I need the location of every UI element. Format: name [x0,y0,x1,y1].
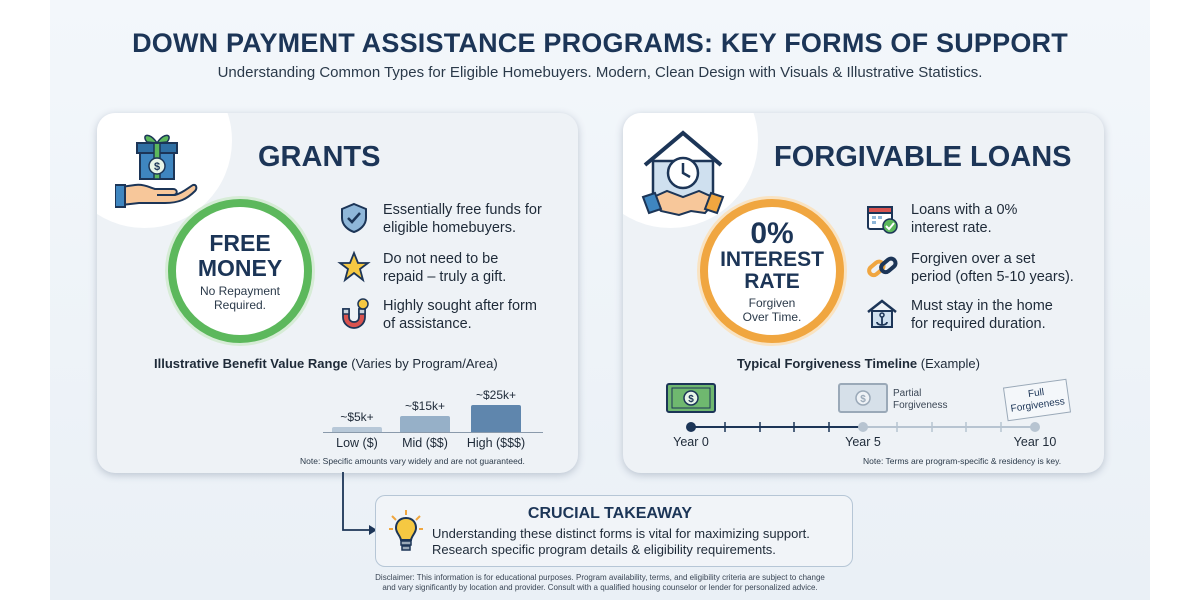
loans-bullet-1-line-1: Loans with a 0% [911,202,1018,218]
grants-bullet-2-line-2: repaid – truly a gift. [383,269,507,285]
badge-sub-1: Forgiven [748,295,796,310]
loans-bullet-2: Forgiven over a set period (often 5-10 y… [865,250,1074,286]
loans-bullet-1: Loans with a 0% interest rate. [865,201,1017,237]
takeaway-text: Understanding these distinct forms is vi… [432,526,810,558]
page-subtitle: Understanding Common Types for Eligible … [217,64,983,81]
benefit-bar-chart: ~$5k+ Low ($) ~$15k+ Mid ($$) ~$25k+ High ($$… [97,113,578,473]
house-clock-handshake-icon [641,130,725,217]
badge-rate: RATE [744,269,800,293]
connector-arrow [342,472,377,535]
loans-bullet-3-line-1: Must stay in the home [911,298,1053,314]
bar-2 [471,405,521,432]
takeaway-line-2: Research specific program details & elig… [432,542,776,557]
bar-value-label-1: ~$15k+ [404,398,446,413]
takeaway-line-1: Understanding these distinct forms is vi… [432,526,810,541]
bar-0 [332,426,382,432]
loans-bullet-3: Must stay in the home for required durat… [865,297,1053,333]
chart-label: Illustrative Benefit Value Range (Varies… [154,356,498,371]
grants-bullet-1-line-1: Essentially free funds for [383,202,542,218]
grants-bullet-3: Highly sought after form of assistance. [337,297,537,333]
grants-card: $ GRANTS FREE MONEY No Repayment Require… [97,113,578,473]
loans-title: FORGIVABLE LOANS [774,141,1072,173]
grants-bullet-2-line-1: Do not need to be [383,251,499,267]
bar-category-label-1: Mid ($$) [402,436,448,450]
timeline-label: Typical Forgiveness Timeline (Example) [737,356,980,371]
badge-sub-2: Over Time. [742,309,802,324]
loans-bullet-2-line-2: period (often 5-10 years). [911,269,1074,285]
page-title: DOWN PAYMENT ASSISTANCE PROGRAMS: KEY FO… [132,28,1068,58]
disclaimer-line-2: and vary significantly by location and p… [382,583,818,592]
timeline-tick-5: Year 5 [845,435,881,449]
grants-bullet-3-line-1: Highly sought after form [383,298,537,314]
magnet-icon [342,298,369,329]
badge-line-1: FREE [209,229,271,256]
timeline-label-rest: (Example) [917,356,980,371]
timeline-label-bold: Typical Forgiveness Timeline [737,356,918,371]
badge-percent: 0% [750,216,794,250]
lightbulb-icon [389,510,423,551]
gift-hand-icon: $ [115,134,198,208]
free-money-badge: FREE MONEY No Repayment Required. [168,199,312,343]
bar-category-label-0: Low ($) [336,436,378,450]
badge-sub-2: Required. [213,297,267,312]
loans-bullet-3-line-2: for required duration. [911,316,1046,332]
grants-bullet-1: Essentially free funds for eligible home… [337,201,542,237]
chart-baseline [323,432,543,433]
star-icon [337,250,371,283]
disclaimer: Disclaimer: This information is for educ… [0,573,1200,593]
loans-bullet-2-line-1: Forgiven over a set [911,251,1036,267]
bar-value-label-0: ~$5k+ [340,409,374,424]
loans-note: Note: Terms are program-specific & resid… [863,456,1062,466]
disclaimer-line-1: Disclaimer: This information is for educ… [375,573,825,582]
shield-check-icon [341,202,367,234]
svg-text:$: $ [860,394,866,405]
chart-label-bold: Illustrative Benefit Value Range [154,356,348,371]
timeline-tick-10: Year 10 [1013,435,1057,449]
chart-label-rest: (Varies by Program/Area) [347,356,498,371]
partial-line-1: Partial [893,388,922,399]
house-anchor-icon [867,299,897,328]
grants-bullet-1-line-2: eligible homebuyers. [383,220,516,236]
badge-interest: INTEREST [720,247,824,271]
svg-text:$: $ [688,394,694,405]
forgiveness-timeline [686,422,1040,432]
badge-sub-1: No Repayment [199,283,281,298]
bar-1 [400,415,450,432]
forgivable-loans-card: FORGIVABLE LOANS 0% INTEREST RATE Forgiv… [623,113,1104,473]
partial-forgiveness-label: Partial Forgiveness [893,388,947,412]
takeaway-title: CRUCIAL TAKEAWAY [527,505,693,522]
zero-interest-badge: 0% INTEREST RATE Forgiven Over Time. [700,199,844,343]
svg-text:$: $ [154,161,160,173]
takeaway-box [375,495,853,567]
grants-bullet-2: Do not need to be repaid – truly a gift. [337,250,506,286]
dollar-bill-icon: $ [666,383,716,413]
bar-value-label-2: ~$25k+ [475,388,517,402]
grants-note: Note: Specific amounts vary widely and a… [300,456,525,466]
bar-category-label-2: High ($$$) [466,436,526,450]
partial-line-2: Forgiveness [893,400,948,411]
chain-link-icon [867,256,898,278]
calendar-check-icon [867,206,898,234]
badge-line-2: MONEY [197,254,283,281]
grants-bullet-3-line-2: of assistance. [383,316,472,332]
faded-bill-icon: $ [838,383,888,413]
timeline-tick-0: Year 0 [673,435,709,449]
grants-title: GRANTS [258,141,381,173]
loans-bullet-1-line-2: interest rate. [911,220,992,236]
